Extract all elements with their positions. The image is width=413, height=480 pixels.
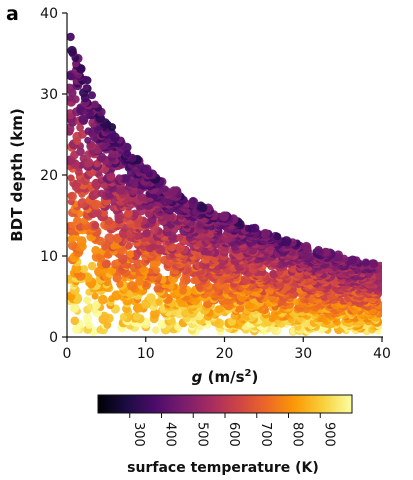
data-point [132,312,142,321]
data-point [146,293,156,303]
colorbar-tick-label: 700 [258,422,273,447]
y-tick-label: 30 [40,87,58,103]
data-point [92,300,101,310]
panel-label: a [6,3,19,25]
data-point [91,221,100,230]
data-point [97,189,106,198]
data-point [67,192,75,200]
data-point [76,147,85,156]
data-point [101,259,111,269]
data-point [137,193,146,202]
data-point [127,281,137,291]
colorbar [97,394,353,414]
data-point [70,316,80,326]
data-point [179,286,188,295]
data-point [80,265,89,274]
data-point [189,197,197,205]
data-point [152,326,160,334]
scatter-points [67,32,382,336]
data-point [76,236,87,247]
x-tick-label: 10 [137,346,155,362]
data-point [87,261,97,271]
data-point [84,136,92,144]
data-point [91,100,99,109]
colorbar-tick-label: 600 [226,422,241,447]
colorbar-tick-label: 300 [131,422,146,447]
x-axis-label: g (m/s2) [192,368,259,386]
data-point [69,303,79,313]
data-point [82,84,90,91]
data-point [196,201,206,211]
x-ticks: 0 10 20 30 40 [63,337,391,362]
data-point [260,228,271,239]
colorbar-tick-label: 900 [321,422,336,447]
data-point [273,232,282,241]
y-tick-label: 40 [40,6,58,22]
colorbar-label: surface temperature (K) [127,460,319,476]
data-point [250,223,260,233]
data-point [150,309,160,319]
colorbar-tick-label: 800 [290,422,305,447]
data-point [361,258,370,267]
data-point [67,32,75,42]
data-point [84,127,93,135]
data-point [142,228,151,238]
data-point [126,241,133,249]
y-tick-label: 10 [40,249,58,265]
data-point [77,198,88,209]
data-point [98,294,108,305]
data-point [83,296,92,305]
data-point [67,240,78,251]
data-point [153,285,162,293]
data-point [104,233,115,244]
colorbar-ticks: 300 400 500 600 700 800 900 [129,413,336,447]
data-point [219,211,230,222]
data-point [333,250,344,260]
data-point [83,313,92,323]
data-point [71,95,80,104]
x-tick-label: 30 [294,346,312,362]
data-point [123,208,133,218]
data-point [142,164,152,174]
data-point [86,303,94,311]
data-point [91,245,101,255]
data-point [148,216,157,225]
data-point [95,252,103,260]
x-tick-label: 40 [373,346,391,362]
y-axis-label: BDT depth (km) [8,108,26,241]
data-point [126,250,135,259]
data-point [175,233,184,242]
data-point [314,245,323,255]
colorbar-tick-label: 500 [194,422,209,447]
y-ticks: 0 10 20 30 40 [40,6,67,346]
data-point [216,305,225,313]
data-point [155,298,163,306]
data-point [73,216,82,225]
data-point [88,91,96,100]
data-point [281,236,292,247]
data-point [94,208,102,217]
data-point [348,255,357,265]
data-point [78,114,89,125]
x-tick-label: 0 [63,346,72,362]
data-point [123,150,132,158]
x-tick-label: 20 [216,346,234,362]
data-point [161,185,169,193]
colorbar-tick-label: 400 [163,422,178,447]
data-point [67,45,77,56]
data-point [169,186,179,196]
data-point [301,241,312,252]
y-tick-label: 20 [40,168,58,184]
data-point [67,174,75,182]
data-point [121,174,130,183]
data-point [369,259,379,269]
data-point [292,298,300,306]
data-point [269,269,278,279]
y-tick-label: 0 [49,330,58,346]
data-point [115,174,123,182]
data-point [76,123,84,132]
data-point [91,292,99,300]
